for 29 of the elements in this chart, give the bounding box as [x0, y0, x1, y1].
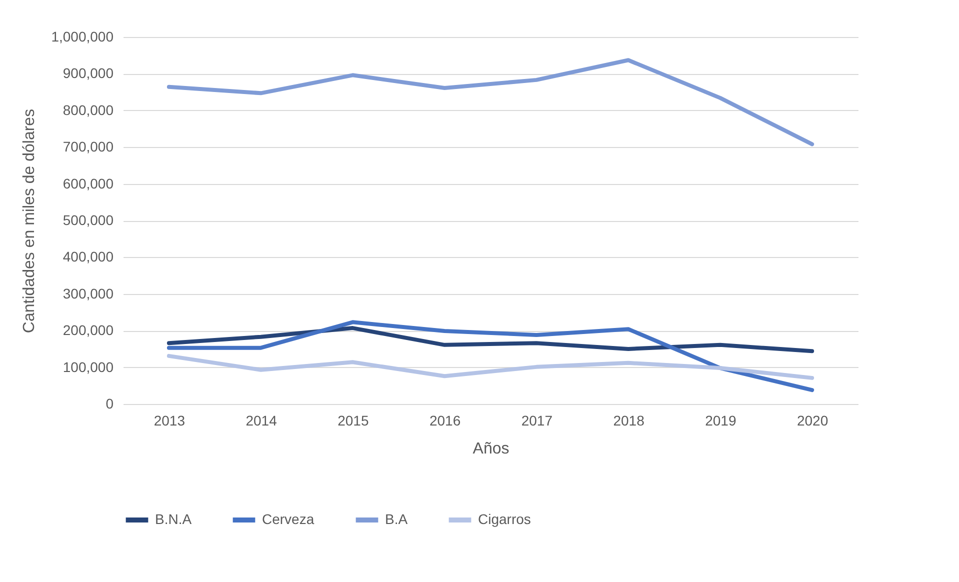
- y-tick-label: 700,000: [62, 138, 114, 155]
- y-tick-label: 500,000: [62, 212, 114, 228]
- y-tick-label: 1,000,000: [51, 28, 114, 44]
- legend-label: Cigarros: [478, 511, 531, 527]
- x-tick-label: 2014: [246, 412, 278, 428]
- x-tick-label: 2017: [521, 412, 553, 428]
- y-tick-label: 800,000: [62, 102, 114, 118]
- x-tick-label: 2018: [613, 412, 645, 428]
- line-series: [166, 58, 814, 146]
- x-tick-label: 2015: [338, 412, 369, 428]
- x-tick-label: 2013: [154, 412, 186, 428]
- y-tick-label: 400,000: [62, 248, 114, 265]
- line-series: [166, 320, 814, 392]
- y-tick-label: 100,000: [62, 358, 114, 375]
- x-axis-title: Años: [472, 440, 510, 458]
- x-tick-label: 2016: [429, 412, 461, 428]
- y-tick-label: 0: [106, 396, 114, 412]
- y-tick-label: 300,000: [62, 285, 114, 302]
- line-series: [166, 326, 814, 354]
- y-tick-label: 200,000: [62, 322, 114, 338]
- legend-label: Cerveza: [262, 511, 314, 527]
- legend-label: B.N.A: [155, 511, 192, 527]
- y-tick-label: 600,000: [62, 175, 114, 192]
- y-tick-label: 900,000: [62, 65, 114, 82]
- legend-label: B.A: [385, 511, 408, 527]
- x-tick-label: 2019: [705, 412, 736, 428]
- y-axis-title: Cantidades en miles de dólares: [21, 108, 38, 334]
- x-tick-label: 2020: [796, 412, 828, 428]
- line-series: [166, 354, 814, 380]
